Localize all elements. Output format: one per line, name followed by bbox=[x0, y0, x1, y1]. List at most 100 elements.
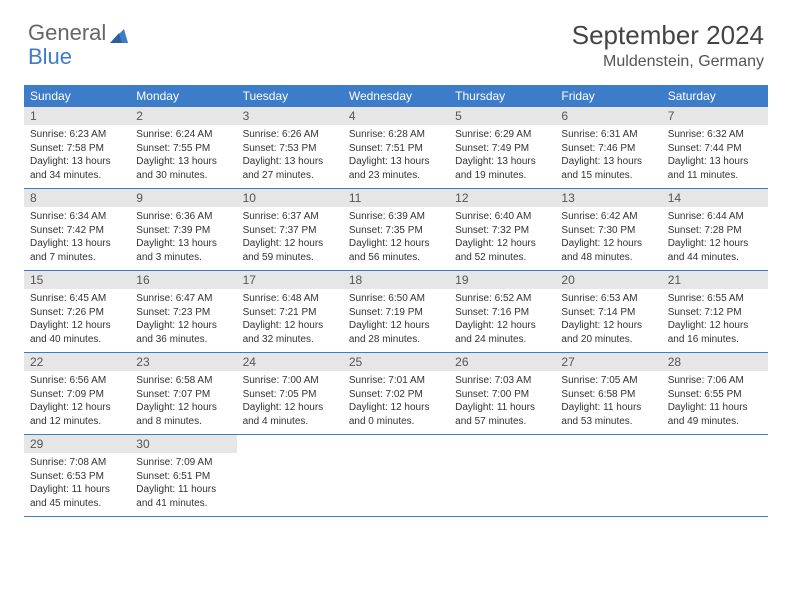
day-number-bar: 18 bbox=[343, 271, 449, 289]
daylight-text: Daylight: 12 hours and 52 minutes. bbox=[455, 237, 549, 264]
sunrise-text: Sunrise: 6:23 AM bbox=[30, 128, 124, 142]
location-text: Muldenstein, Germany bbox=[572, 53, 764, 71]
day-number-bar: 22 bbox=[24, 353, 130, 371]
sunset-text: Sunset: 7:02 PM bbox=[349, 388, 443, 402]
day-number: 17 bbox=[243, 273, 337, 287]
day-cell: 10Sunrise: 6:37 AMSunset: 7:37 PMDayligh… bbox=[237, 189, 343, 270]
day-number: 28 bbox=[668, 355, 762, 369]
day-number-bar: 11 bbox=[343, 189, 449, 207]
day-number-bar: 30 bbox=[130, 435, 236, 453]
weekday-header: Sunday bbox=[24, 85, 130, 107]
sunset-text: Sunset: 6:55 PM bbox=[668, 388, 762, 402]
day-body: Sunrise: 6:29 AMSunset: 7:49 PMDaylight:… bbox=[449, 125, 555, 182]
day-body: Sunrise: 6:42 AMSunset: 7:30 PMDaylight:… bbox=[555, 207, 661, 264]
weekday-header: Tuesday bbox=[237, 85, 343, 107]
sunrise-text: Sunrise: 7:01 AM bbox=[349, 374, 443, 388]
day-cell: 17 Sunrise: 6:48 AMSunset: 7:21 PMDayligh… bbox=[237, 271, 343, 352]
day-body: Sunrise: 6:48 AMSunset: 7:21 PMDaylight:… bbox=[237, 289, 343, 346]
day-number-bar: 8 bbox=[24, 189, 130, 207]
daylight-text: Daylight: 13 hours and 30 minutes. bbox=[136, 155, 230, 182]
empty-cell bbox=[555, 435, 661, 516]
logo: General bbox=[28, 20, 128, 46]
day-number-bar: 19 bbox=[449, 271, 555, 289]
sunset-text: Sunset: 7:32 PM bbox=[455, 224, 549, 238]
day-cell: 8Sunrise: 6:34 AMSunset: 7:42 PMDaylight… bbox=[24, 189, 130, 270]
sunset-text: Sunset: 7:16 PM bbox=[455, 306, 549, 320]
logo-text-1: General bbox=[28, 20, 106, 46]
weekday-header: Monday bbox=[130, 85, 236, 107]
sunrise-text: Sunrise: 6:32 AM bbox=[668, 128, 762, 142]
day-cell: 16Sunrise: 6:47 AMSunset: 7:23 PMDayligh… bbox=[130, 271, 236, 352]
sunset-text: Sunset: 7:39 PM bbox=[136, 224, 230, 238]
daylight-text: Daylight: 12 hours and 4 minutes. bbox=[243, 401, 337, 428]
day-cell: 2Sunrise: 6:24 AMSunset: 7:55 PMDaylight… bbox=[130, 107, 236, 188]
day-number-bar: 20 bbox=[555, 271, 661, 289]
daylight-text: Daylight: 13 hours and 7 minutes. bbox=[30, 237, 124, 264]
day-cell: 15Sunrise: 6:45 AMSunset: 7:26 PMDayligh… bbox=[24, 271, 130, 352]
day-number: 10 bbox=[243, 191, 337, 205]
day-body: Sunrise: 6:31 AMSunset: 7:46 PMDaylight:… bbox=[555, 125, 661, 182]
day-body: Sunrise: 6:32 AMSunset: 7:44 PMDaylight:… bbox=[662, 125, 768, 182]
day-number-bar: 24 bbox=[237, 353, 343, 371]
sunset-text: Sunset: 7:51 PM bbox=[349, 142, 443, 156]
day-body: Sunrise: 7:09 AMSunset: 6:51 PMDaylight:… bbox=[130, 453, 236, 510]
sunset-text: Sunset: 7:42 PM bbox=[30, 224, 124, 238]
day-body: Sunrise: 7:06 AMSunset: 6:55 PMDaylight:… bbox=[662, 371, 768, 428]
sunrise-text: Sunrise: 6:26 AM bbox=[243, 128, 337, 142]
day-cell: 4 Sunrise: 6:28 AMSunset: 7:51 PMDaylight… bbox=[343, 107, 449, 188]
day-number-bar: 15 bbox=[24, 271, 130, 289]
daylight-text: Daylight: 13 hours and 15 minutes. bbox=[561, 155, 655, 182]
day-number: 29 bbox=[30, 437, 124, 451]
sunset-text: Sunset: 7:14 PM bbox=[561, 306, 655, 320]
week-row: 8Sunrise: 6:34 AMSunset: 7:42 PMDaylight… bbox=[24, 189, 768, 271]
daylight-text: Daylight: 13 hours and 19 minutes. bbox=[455, 155, 549, 182]
day-number-bar: 16 bbox=[130, 271, 236, 289]
sunset-text: Sunset: 7:37 PM bbox=[243, 224, 337, 238]
daylight-text: Daylight: 12 hours and 36 minutes. bbox=[136, 319, 230, 346]
daylight-text: Daylight: 12 hours and 48 minutes. bbox=[561, 237, 655, 264]
daylight-text: Daylight: 13 hours and 34 minutes. bbox=[30, 155, 124, 182]
day-cell: 24Sunrise: 7:00 AMSunset: 7:05 PMDayligh… bbox=[237, 353, 343, 434]
week-row: 15Sunrise: 6:45 AMSunset: 7:26 PMDayligh… bbox=[24, 271, 768, 353]
day-body: Sunrise: 6:44 AMSunset: 7:28 PMDaylight:… bbox=[662, 207, 768, 264]
sunrise-text: Sunrise: 6:31 AM bbox=[561, 128, 655, 142]
sunrise-text: Sunrise: 6:48 AM bbox=[243, 292, 337, 306]
day-number-bar: 1 bbox=[24, 107, 130, 125]
sunset-text: Sunset: 7:00 PM bbox=[455, 388, 549, 402]
daylight-text: Daylight: 12 hours and 0 minutes. bbox=[349, 401, 443, 428]
sunset-text: Sunset: 7:53 PM bbox=[243, 142, 337, 156]
day-number-bar: 4 bbox=[343, 107, 449, 125]
day-body: Sunrise: 6:52 AMSunset: 7:16 PMDaylight:… bbox=[449, 289, 555, 346]
day-body: Sunrise: 7:00 AMSunset: 7:05 PMDaylight:… bbox=[237, 371, 343, 428]
daylight-text: Daylight: 12 hours and 40 minutes. bbox=[30, 319, 124, 346]
daylight-text: Daylight: 11 hours and 41 minutes. bbox=[136, 483, 230, 510]
sunset-text: Sunset: 7:35 PM bbox=[349, 224, 443, 238]
day-number-bar: 12 bbox=[449, 189, 555, 207]
sunset-text: Sunset: 7:05 PM bbox=[243, 388, 337, 402]
sunset-text: Sunset: 6:51 PM bbox=[136, 470, 230, 484]
day-cell: 14Sunrise: 6:44 AMSunset: 7:28 PMDayligh… bbox=[662, 189, 768, 270]
sunrise-text: Sunrise: 6:24 AM bbox=[136, 128, 230, 142]
day-number-bar: 13 bbox=[555, 189, 661, 207]
week-row: 1Sunrise: 6:23 AMSunset: 7:58 PMDaylight… bbox=[24, 107, 768, 189]
daylight-text: Daylight: 12 hours and 28 minutes. bbox=[349, 319, 443, 346]
day-number: 9 bbox=[136, 191, 230, 205]
day-body: Sunrise: 7:05 AMSunset: 6:58 PMDaylight:… bbox=[555, 371, 661, 428]
daylight-text: Daylight: 11 hours and 53 minutes. bbox=[561, 401, 655, 428]
day-number-bar: 21 bbox=[662, 271, 768, 289]
day-body: Sunrise: 7:03 AMSunset: 7:00 PMDaylight:… bbox=[449, 371, 555, 428]
daylight-text: Daylight: 13 hours and 27 minutes. bbox=[243, 155, 337, 182]
day-body: Sunrise: 7:01 AMSunset: 7:02 PMDaylight:… bbox=[343, 371, 449, 428]
day-number-bar: 7 bbox=[662, 107, 768, 125]
daylight-text: Daylight: 12 hours and 32 minutes. bbox=[243, 319, 337, 346]
day-number: 19 bbox=[455, 273, 549, 287]
empty-cell bbox=[343, 435, 449, 516]
day-number-bar: 9 bbox=[130, 189, 236, 207]
sunrise-text: Sunrise: 6:28 AM bbox=[349, 128, 443, 142]
day-cell: 21Sunrise: 6:55 AMSunset: 7:12 PMDayligh… bbox=[662, 271, 768, 352]
daylight-text: Daylight: 13 hours and 23 minutes. bbox=[349, 155, 443, 182]
sunset-text: Sunset: 7:28 PM bbox=[668, 224, 762, 238]
sunset-text: Sunset: 7:19 PM bbox=[349, 306, 443, 320]
day-cell: 27Sunrise: 7:05 AMSunset: 6:58 PMDayligh… bbox=[555, 353, 661, 434]
daylight-text: Daylight: 12 hours and 16 minutes. bbox=[668, 319, 762, 346]
